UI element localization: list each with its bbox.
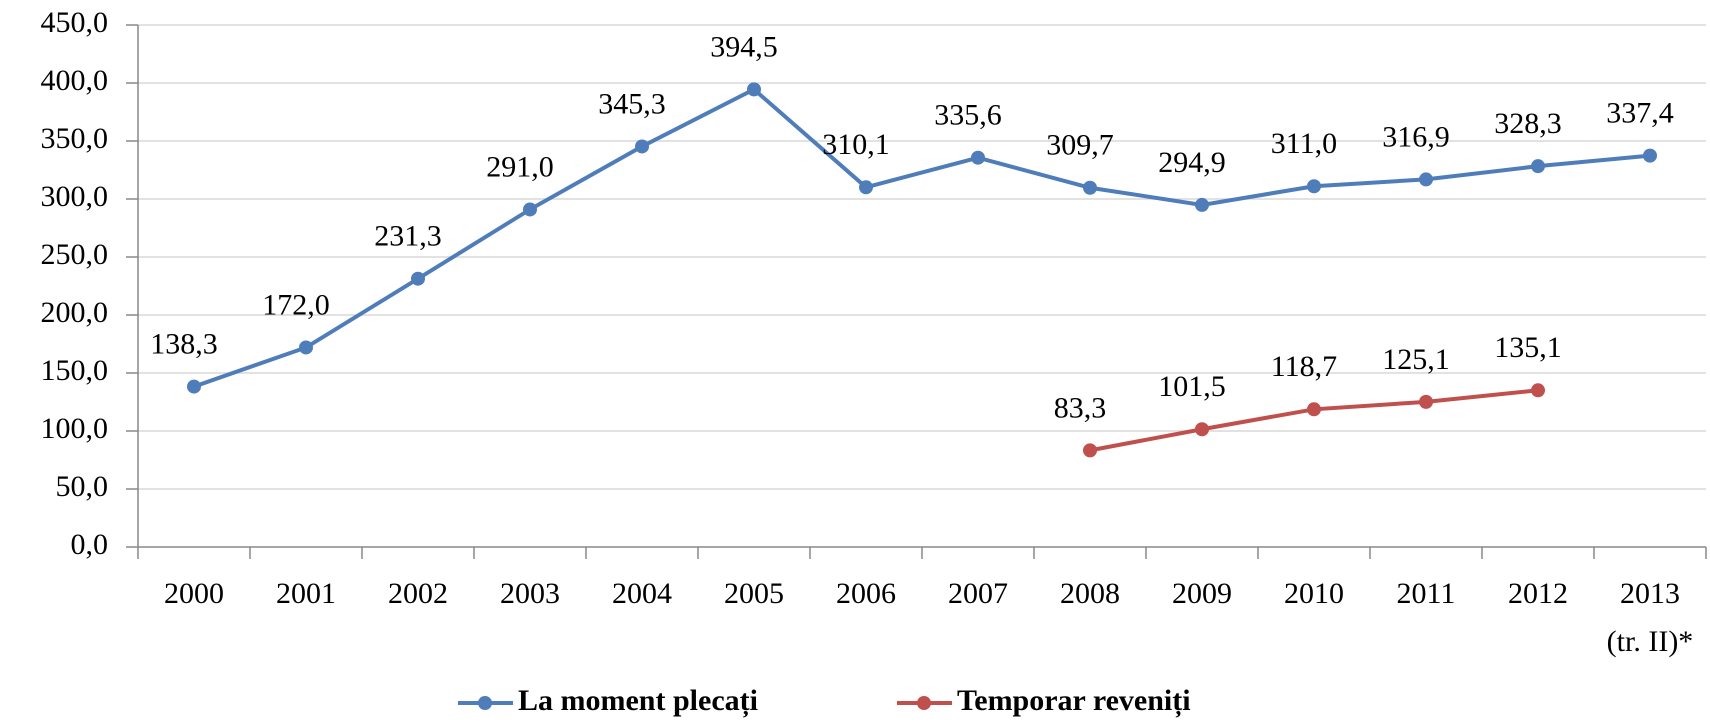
x-tick-label: 2005: [724, 577, 784, 610]
data-label: 345,3: [598, 87, 666, 120]
x-tick-label: 2008: [1060, 577, 1120, 610]
x-tick-label: 2006: [836, 577, 896, 610]
y-tick-label: 450,0: [41, 6, 109, 39]
data-label: 311,0: [1271, 127, 1337, 160]
data-label: 231,3: [374, 220, 442, 253]
data-point: [971, 150, 985, 165]
y-tick-label: 150,0: [41, 354, 109, 387]
x-tick-label: 2009: [1172, 577, 1232, 610]
data-point: [1083, 180, 1097, 195]
x-tick-label: 2004: [612, 577, 672, 610]
y-tick-label: 100,0: [41, 412, 109, 445]
y-tick-label: 400,0: [41, 64, 109, 97]
legend-label: Temporar reveniți: [957, 684, 1191, 718]
y-tick-label: 50,0: [56, 470, 109, 503]
data-label: 294,9: [1158, 146, 1226, 179]
data-label: 125,1: [1382, 343, 1450, 376]
data-point: [635, 139, 649, 154]
legend-marker: [478, 696, 492, 710]
x-tick-label: 2010: [1284, 577, 1344, 610]
data-point: [1531, 383, 1545, 398]
data-label: 83,3: [1054, 391, 1107, 424]
series-line: [1089, 388, 1539, 453]
data-point: [299, 340, 313, 355]
x-tick-label: 2013 (tr. II)*: [1606, 577, 1694, 658]
data-label: 291,0: [486, 150, 554, 183]
data-point: [411, 271, 425, 286]
data-label: 135,1: [1494, 331, 1562, 364]
data-point: [1307, 179, 1321, 194]
x-tick-label: 2001: [276, 577, 336, 610]
data-point: [1195, 197, 1209, 212]
data-label: 310,1: [822, 128, 890, 161]
data-point: [1419, 394, 1433, 409]
data-point: [1643, 148, 1657, 163]
data-label: 316,9: [1382, 120, 1450, 153]
legend-marker: [917, 696, 931, 710]
data-point: [859, 180, 873, 195]
y-tick-label: 0,0: [71, 528, 109, 561]
x-tick-label: 2011: [1396, 577, 1456, 610]
data-label: 394,5: [710, 30, 778, 63]
data-point: [1419, 172, 1433, 187]
data-label: 337,4: [1606, 97, 1674, 130]
data-point: [1195, 422, 1209, 437]
data-point: [523, 202, 537, 217]
legend-label: La moment plecați: [518, 684, 758, 718]
data-label: 172,0: [262, 288, 330, 321]
data-point: [1531, 159, 1545, 174]
x-tick-label: 2000: [164, 577, 224, 610]
y-tick-label: 300,0: [41, 180, 109, 213]
y-tick-label: 200,0: [41, 296, 109, 329]
data-point: [747, 82, 761, 97]
data-label: 335,6: [934, 99, 1002, 132]
series-line: [193, 86, 1651, 389]
data-label: 309,7: [1046, 129, 1114, 162]
data-point: [1307, 402, 1321, 417]
x-tick-label: 2007: [948, 577, 1008, 610]
y-tick-label: 350,0: [41, 122, 109, 155]
data-label: 328,3: [1494, 107, 1562, 140]
data-point: [1083, 443, 1097, 458]
data-label: 118,7: [1271, 350, 1337, 383]
x-tick-label: 2003: [500, 577, 560, 610]
data-point: [187, 379, 201, 394]
x-tick-label: 2012: [1508, 577, 1568, 610]
data-label: 101,5: [1158, 370, 1226, 403]
y-tick-label: 250,0: [41, 238, 109, 271]
x-tick-label: 2002: [388, 577, 448, 610]
data-label: 138,3: [150, 327, 218, 360]
